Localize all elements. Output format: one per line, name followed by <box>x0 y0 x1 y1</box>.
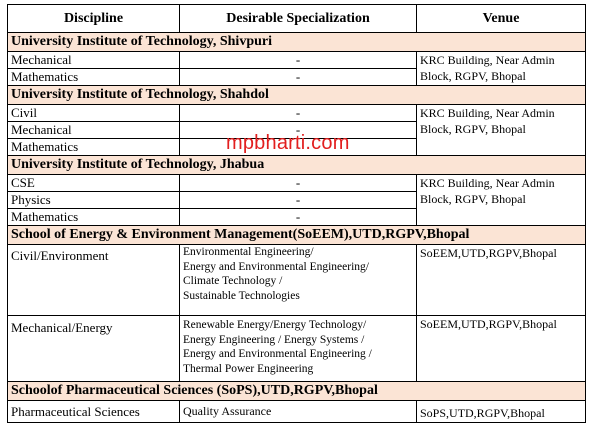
table-row: Civil - KRC Building, Near Admin Block, … <box>7 104 586 156</box>
section-row: University Institute of Technology, Shah… <box>7 85 586 105</box>
specialization-cell: - <box>179 51 417 69</box>
section-title: Schoolof Pharmaceutical Sciences (SoPS),… <box>7 381 586 401</box>
recruitment-venue-table: Discipline Desirable Specialization Venu… <box>7 4 586 423</box>
discipline-cell: Mechanical/Energy <box>7 315 180 382</box>
spec-line: Environmental Engineering/ <box>183 246 314 258</box>
section-title: University Institute of Technology, Shah… <box>7 85 586 105</box>
section-title: School of Energy & Environment Managemen… <box>7 225 586 245</box>
discipline-cell: Mechanical <box>7 121 180 139</box>
discipline-cell: Pharmaceutical Sciences <box>7 400 180 423</box>
venue-cell: KRC Building, Near Admin Block, RGPV, Bh… <box>416 104 586 156</box>
spec-line: Energy and Environmental Engineering/ <box>183 260 369 273</box>
venue-cell: SoEEM,UTD,RGPV,Bhopal <box>416 244 586 316</box>
table-row: Civil/Environment Environmental Engineer… <box>7 244 586 316</box>
table-row: Mechanical - KRC Building, Near Admin Bl… <box>7 51 586 86</box>
section-row: University Institute of Technology, Shiv… <box>7 32 586 52</box>
venue-cell: SoPS,UTD,RGPV,Bhopal <box>416 400 586 423</box>
venue-cell: KRC Building, Near Admin Block, RGPV, Bh… <box>416 51 586 86</box>
specialization-cell: - <box>179 68 417 86</box>
table-row: Pharmaceutical Sciences Quality Assuranc… <box>7 400 586 423</box>
specialization-cell: - <box>179 121 417 139</box>
discipline-cell: Mathematics <box>7 138 180 156</box>
venue-cell: SoEEM,UTD,RGPV,Bhopal <box>416 315 586 382</box>
specialization-cell: - <box>179 104 417 122</box>
section-row: University Institute of Technology, Jhab… <box>7 155 586 175</box>
venue-cell: KRC Building, Near Admin Block, RGPV, Bh… <box>416 174 586 226</box>
discipline-cell: Mathematics <box>7 208 180 226</box>
header-discipline: Discipline <box>7 4 180 33</box>
specialization-cell: - <box>179 191 417 209</box>
spec-line: Thermal Power Engineering <box>183 362 314 375</box>
discipline-cell: Physics <box>7 191 180 209</box>
specialization-cell: Environmental Engineering/ Energy and En… <box>179 244 417 316</box>
discipline-cell: Civil/Environment <box>7 244 180 316</box>
specialization-cell: - <box>179 208 417 226</box>
spec-line: Climate Technology / <box>183 275 283 287</box>
header-specialization: Desirable Specialization <box>179 4 417 33</box>
table-row: CSE - KRC Building, Near Admin Block, RG… <box>7 174 586 226</box>
table-row: Mechanical/Energy Renewable Energy/Energ… <box>7 315 586 382</box>
spec-line: Energy Engineering / Energy Systems / <box>183 333 365 346</box>
discipline-cell: Mechanical <box>7 51 180 69</box>
discipline-cell: CSE <box>7 174 180 192</box>
specialization-cell: - <box>179 174 417 192</box>
section-row: Schoolof Pharmaceutical Sciences (SoPS),… <box>7 381 586 401</box>
discipline-cell: Mathematics <box>7 68 180 86</box>
spec-line: Energy and Environmental Engineering / <box>183 348 372 360</box>
section-title: University Institute of Technology, Shiv… <box>7 32 586 52</box>
header-venue: Venue <box>416 4 586 33</box>
spec-line: Renewable Energy/Energy Technology/ <box>183 319 367 331</box>
specialization-cell: Quality Assurance <box>179 400 417 423</box>
specialization-cell: - <box>179 138 417 156</box>
section-title: University Institute of Technology, Jhab… <box>7 155 586 175</box>
spec-line: Sustainable Technologies <box>183 289 300 302</box>
section-row: School of Energy & Environment Managemen… <box>7 225 586 245</box>
table-header-row: Discipline Desirable Specialization Venu… <box>7 4 586 33</box>
table-row: Mathematics - <box>7 208 586 226</box>
specialization-cell: Renewable Energy/Energy Technology/ Ener… <box>179 315 417 382</box>
discipline-cell: Civil <box>7 104 180 122</box>
